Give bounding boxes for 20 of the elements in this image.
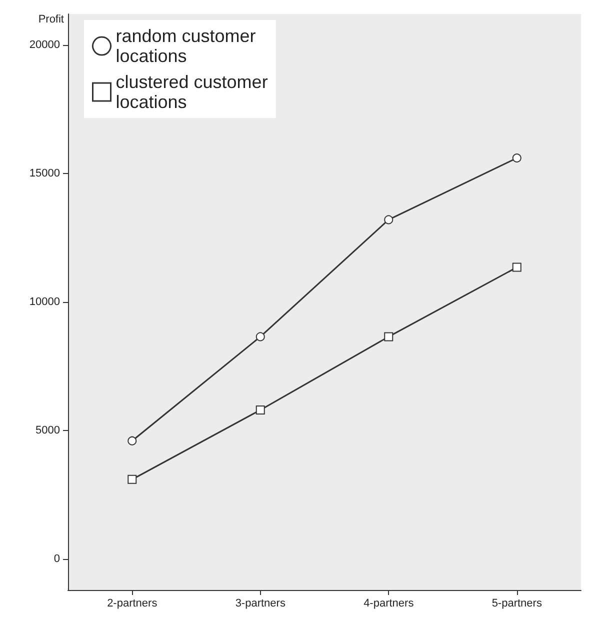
y-tick-label: 10000 (29, 296, 60, 308)
point (512, 262, 522, 272)
point (512, 154, 522, 162)
point (256, 332, 265, 342)
legend-label: random customer locations (116, 26, 256, 66)
x-tick-label: 3-partners (235, 598, 286, 610)
y-tick-label: 0 (54, 553, 60, 566)
point (384, 215, 394, 224)
y-axis-title: Profit (38, 14, 64, 26)
y-tick-label: 15000 (29, 167, 60, 180)
x-tick-label: 5-partners (492, 598, 542, 610)
y-tick-label: 20000 (29, 38, 60, 51)
x-tick-label: 4-partners (364, 598, 414, 610)
point (128, 436, 137, 446)
x-tick-label: 2-partners (107, 598, 158, 610)
point (256, 406, 265, 414)
y-tick-label: 5000 (36, 424, 60, 437)
point (384, 332, 394, 342)
legend-label: clustered customer locations (116, 72, 268, 112)
point (128, 474, 137, 484)
